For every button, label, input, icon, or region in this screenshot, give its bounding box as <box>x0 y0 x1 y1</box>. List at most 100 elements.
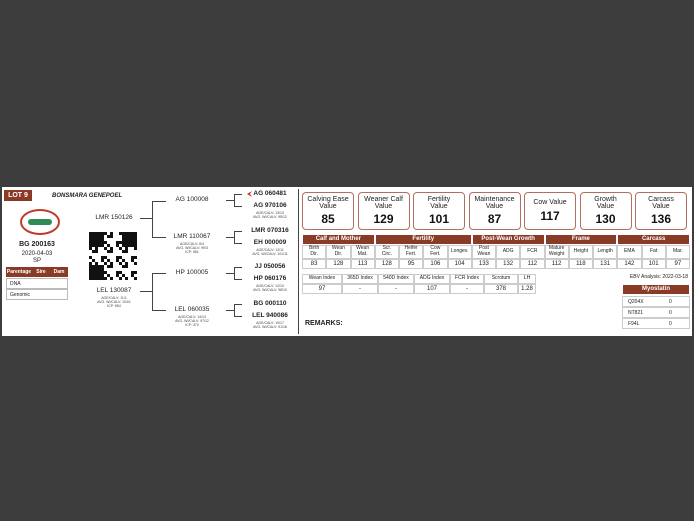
qr-module <box>95 235 98 238</box>
qr-module <box>122 238 125 241</box>
qr-module <box>95 262 98 265</box>
index-value: - <box>342 284 378 294</box>
ebv-label-line: Height <box>573 248 589 255</box>
pedigree-detail: AVG. WI/CALV: 104/1 <box>97 300 131 304</box>
qr-module <box>101 277 104 280</box>
ebv-label-line: Wean <box>477 251 491 257</box>
qr-module <box>110 235 113 238</box>
value-box: Weaner Calf Value 129 <box>357 192 410 230</box>
value-label: Value <box>652 203 670 210</box>
qr-module <box>104 232 107 235</box>
value-label: Value <box>319 203 337 210</box>
pedigree-detail: AGE/CALV: 19/17 <box>256 321 284 325</box>
pedigree-id: LMR 150126 <box>95 214 133 221</box>
ebv-column-label: Cow Fert. <box>423 245 448 259</box>
ebv-value: 128 <box>326 259 351 269</box>
value-number: 101 <box>428 212 450 227</box>
qr-module <box>134 232 137 235</box>
ebv-label-line: Length <box>597 248 613 255</box>
qr-module <box>110 265 113 268</box>
connector-line <box>234 243 242 244</box>
ebv-value: 112 <box>520 259 545 269</box>
ebv-column-label: Fat <box>641 245 666 259</box>
ebv-column-label: Heifer Fert. <box>399 245 424 259</box>
qr-module <box>95 250 98 253</box>
qr-module <box>104 241 107 244</box>
qr-module <box>92 235 95 238</box>
parentage-row: DNA <box>6 278 68 289</box>
qr-module <box>98 244 101 247</box>
qr-module <box>95 277 98 280</box>
qr-module <box>89 238 92 241</box>
index-value: 97 <box>302 284 342 294</box>
value-box: Calving Ease Value 85 <box>302 192 354 230</box>
value-number: 130 <box>595 212 616 227</box>
ebv-label-line: Dir. <box>334 251 343 257</box>
pedigree-id: LEL 060035 <box>174 306 210 313</box>
qr-module <box>131 235 134 238</box>
ebv-value: 101 <box>641 259 666 269</box>
pedigree-detail: AGE/CALV: 6/4 <box>180 242 204 246</box>
value-label: Value <box>485 203 504 210</box>
qr-module <box>92 244 95 247</box>
value-label: Cow Value <box>533 199 567 207</box>
index-value: 107 <box>414 284 450 294</box>
connector-line <box>234 231 235 243</box>
index-value: 378 <box>484 284 518 294</box>
qr-module <box>110 277 113 280</box>
qr-module <box>95 274 98 277</box>
parentage-header: Parentage <box>6 267 32 277</box>
qr-module <box>128 238 131 241</box>
ebv-label-line: Wean <box>356 245 370 252</box>
myostatin-row: F94L 0 <box>622 318 690 329</box>
qr-module <box>122 250 125 253</box>
myostatin-marker: NT821 <box>628 310 644 316</box>
connector-line <box>234 194 242 195</box>
qr-module <box>125 232 128 235</box>
connector-line <box>226 310 234 311</box>
qr-module <box>131 244 134 247</box>
animal-id: BG 200163 <box>19 241 55 248</box>
qr-module <box>116 259 119 262</box>
qr-module <box>125 238 128 241</box>
pedigree-id: EH 000009 <box>253 239 287 246</box>
index-label: Scrotum <box>484 274 518 284</box>
qr-module <box>128 241 131 244</box>
index-label: Wean Index <box>302 274 342 284</box>
qr-module <box>119 271 122 274</box>
qr-module <box>110 250 113 253</box>
qr-module <box>92 268 95 271</box>
parentage-header: Dam <box>50 267 68 277</box>
qr-module <box>89 271 92 274</box>
ebv-label-line: Wean <box>331 245 345 252</box>
qr-module <box>107 250 110 253</box>
index-value: - <box>450 284 484 294</box>
ebv-column-label: ADG <box>496 245 521 259</box>
connector-line <box>234 194 235 206</box>
qr-module <box>110 247 113 250</box>
ebv-column-label: Longev. <box>447 245 472 259</box>
myostatin-header: Myostatin <box>622 284 690 295</box>
ebv-group-header: Carcass <box>617 234 690 245</box>
ebv-group-header: Calf and Mother <box>302 234 375 245</box>
ebv-value: 133 <box>471 259 496 269</box>
ebv-value: 106 <box>423 259 448 269</box>
ebv-label-line: Mar. <box>673 248 683 255</box>
ebv-column-label: Length <box>593 245 618 259</box>
index-label: ADG Index <box>414 274 450 284</box>
index-label: LH <box>518 274 536 284</box>
pedigree-detail: AGE/CALV: 12/11 <box>256 248 284 252</box>
qr-module <box>134 262 137 265</box>
qr-module <box>125 262 128 265</box>
qr-module <box>95 268 98 271</box>
qr-module <box>125 244 128 247</box>
ebv-value: 132 <box>496 259 521 269</box>
value-box: Maintenance Value 87 <box>468 192 521 230</box>
breeder-icon <box>247 191 252 197</box>
qr-module <box>131 256 134 259</box>
qr-module <box>98 241 101 244</box>
index-value: 1.28 <box>518 284 536 294</box>
qr-module <box>128 235 131 238</box>
qr-module <box>101 274 104 277</box>
remarks-label: REMARKS: <box>305 320 343 327</box>
